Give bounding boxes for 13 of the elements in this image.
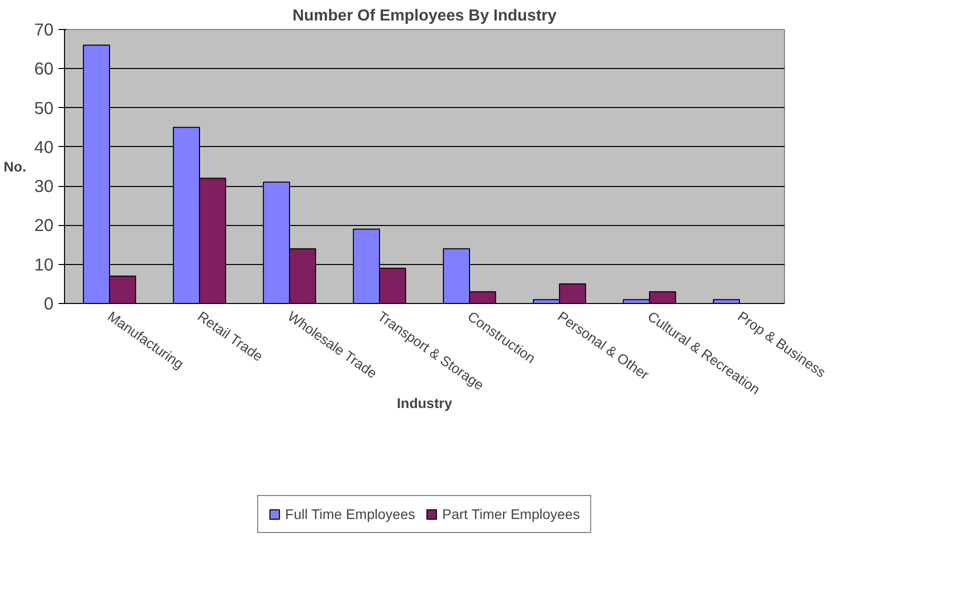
y-axis-title: No. [4,158,26,174]
chart-title: Number Of Employees By Industry [292,8,557,24]
y-tick-label: 20 [34,215,54,236]
y-tick-label: 50 [34,98,54,118]
y-tick-label: 60 [34,58,54,79]
y-tick-label: 40 [34,136,54,157]
y-tick-label: 0 [44,294,54,314]
y-tick-label: 30 [34,176,54,196]
x-axis-title: Industry [396,394,452,411]
y-tick-label: 70 [34,20,54,40]
legend-label: Full Time Employees [285,506,416,522]
legend-label: Part Timer Employees [442,506,580,522]
y-tick-label: 10 [34,254,54,274]
